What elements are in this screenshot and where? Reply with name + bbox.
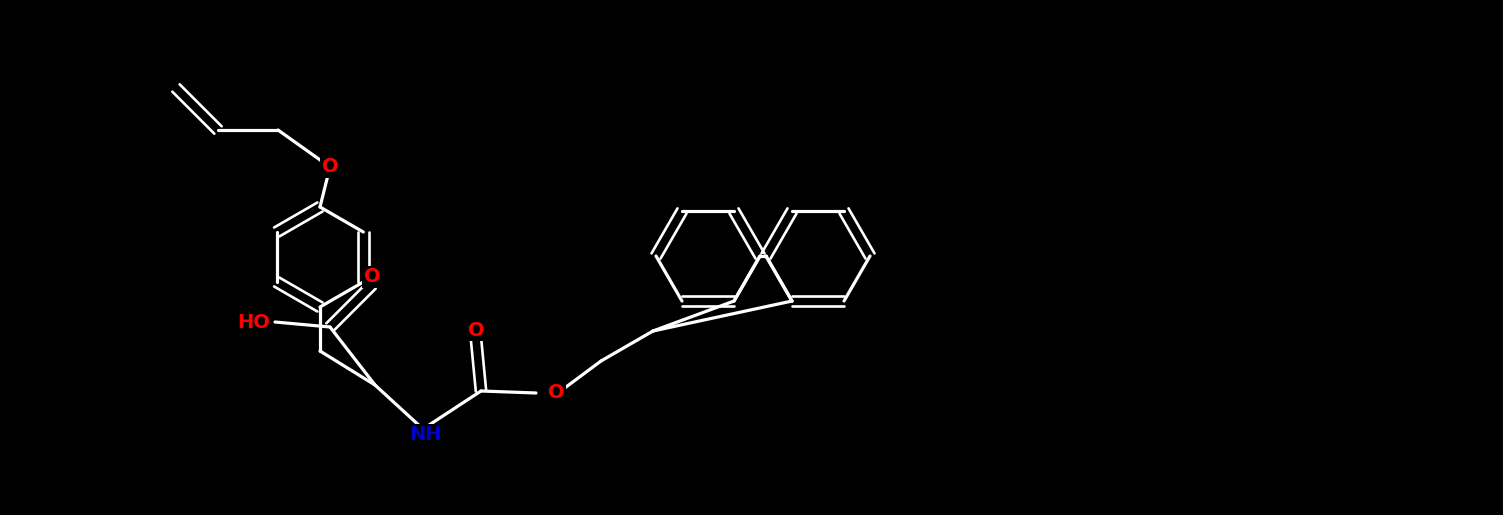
Text: O: O xyxy=(467,320,484,339)
Text: O: O xyxy=(322,158,338,177)
Text: O: O xyxy=(549,384,565,403)
Text: HO: HO xyxy=(237,313,271,332)
Text: NH: NH xyxy=(409,425,442,444)
Text: O: O xyxy=(364,267,380,286)
